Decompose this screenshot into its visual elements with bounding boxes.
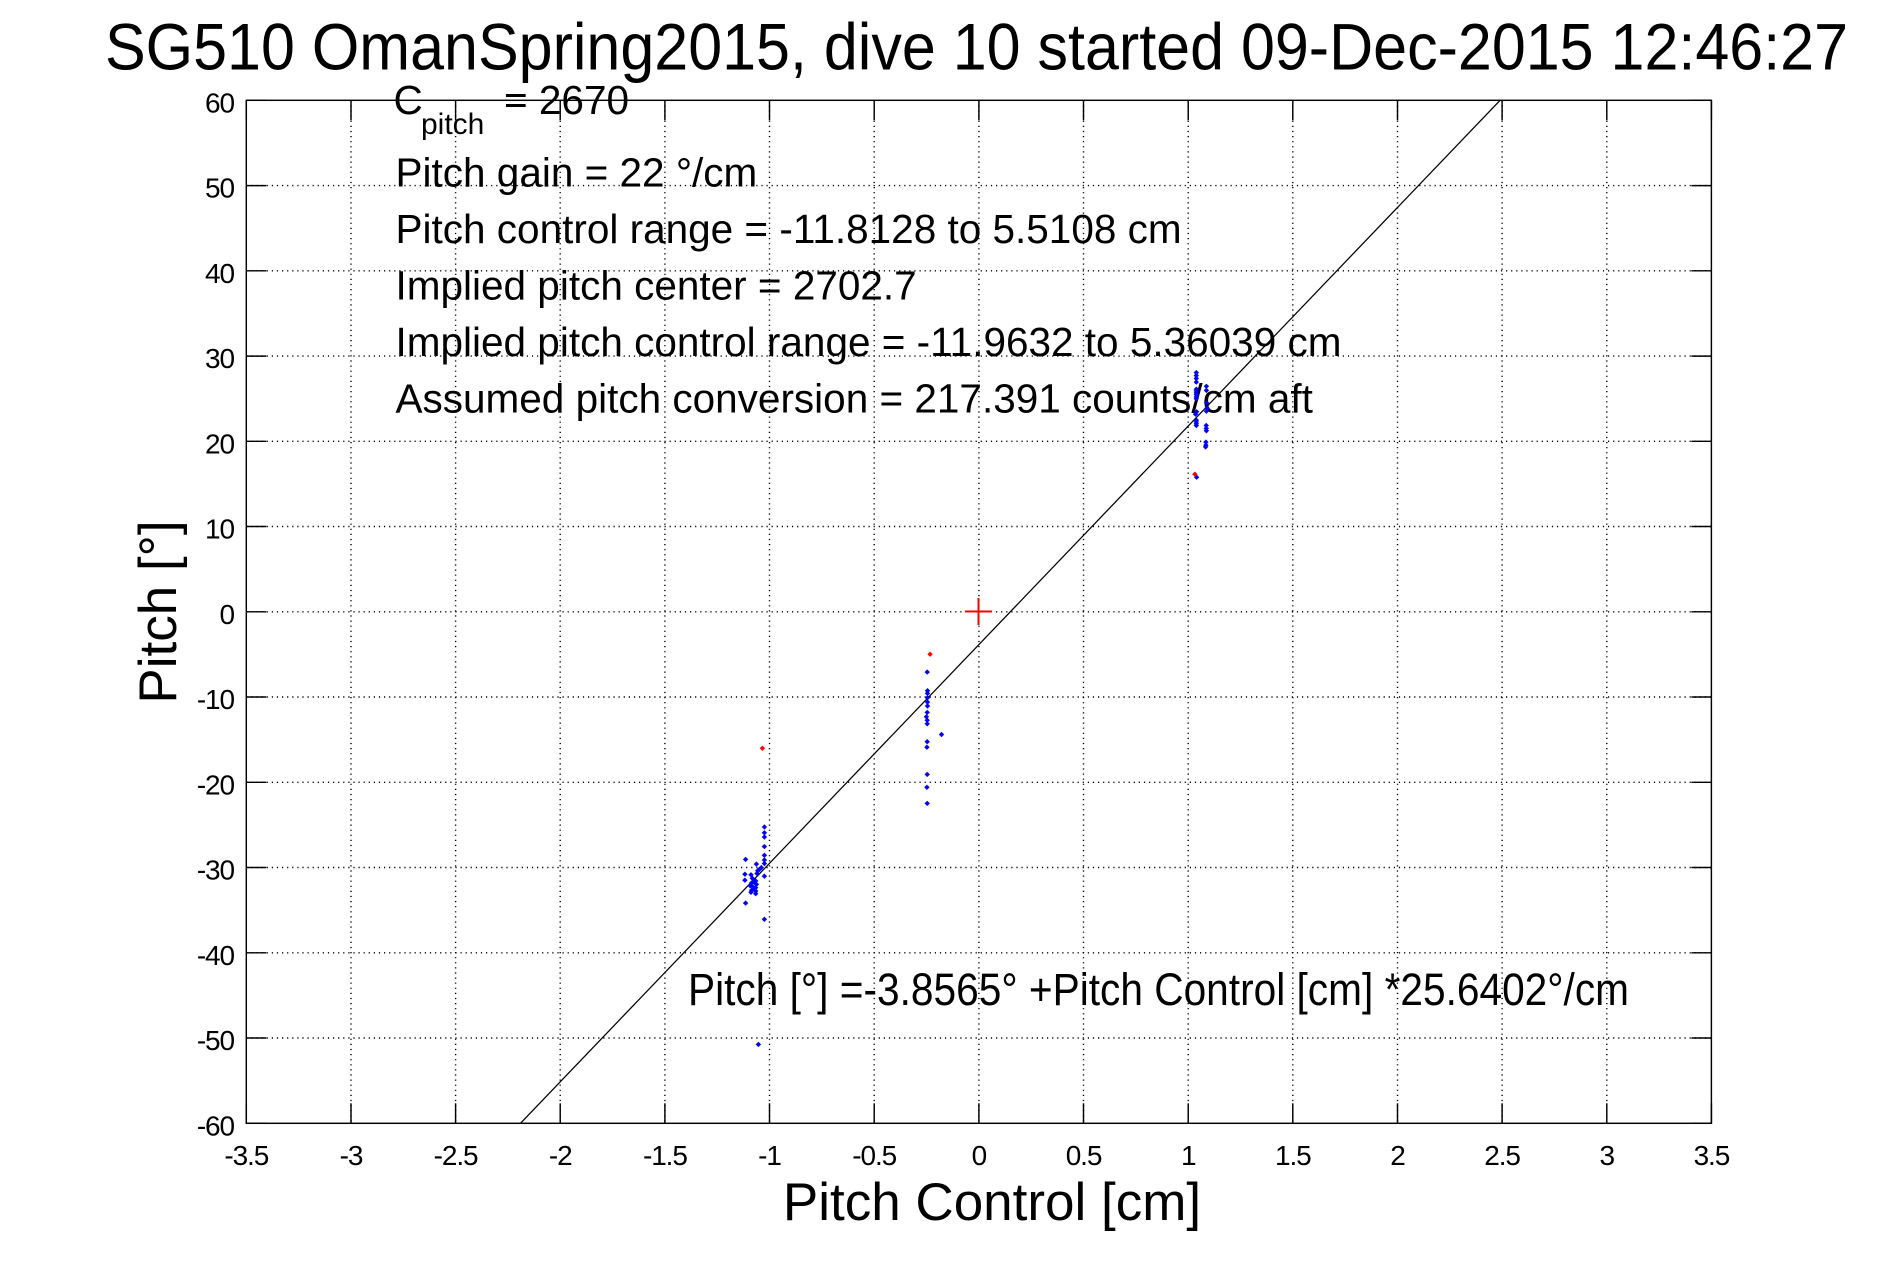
svg-text:-1: -1	[758, 1140, 781, 1171]
svg-text:-60: -60	[197, 1110, 235, 1141]
svg-text:0: 0	[972, 1140, 987, 1171]
svg-text:3.5: 3.5	[1694, 1140, 1730, 1171]
svg-text:-3: -3	[340, 1140, 363, 1171]
svg-text:0: 0	[220, 599, 235, 630]
svg-text:50: 50	[205, 173, 234, 204]
svg-text:-3.5: -3.5	[224, 1140, 268, 1171]
svg-text:Implied pitch control range =: Implied pitch control range = -11.9632 t…	[396, 319, 1342, 365]
svg-text:20: 20	[205, 428, 234, 459]
svg-text:1.5: 1.5	[1275, 1140, 1311, 1171]
svg-text:Pitch control range = -11.8128: Pitch control range = -11.8128 to 5.5108…	[396, 206, 1182, 252]
svg-text:-0.5: -0.5	[852, 1140, 896, 1171]
svg-text:-1.5: -1.5	[643, 1140, 687, 1171]
svg-text:Pitch [°]: Pitch [°]	[129, 520, 188, 703]
svg-text:1: 1	[1181, 1140, 1196, 1171]
svg-text:-2.5: -2.5	[434, 1140, 478, 1171]
svg-text:40: 40	[205, 258, 234, 289]
svg-text:0.5: 0.5	[1066, 1140, 1102, 1171]
svg-text:-30: -30	[197, 855, 235, 886]
svg-text:10: 10	[205, 514, 234, 545]
svg-text:-2: -2	[549, 1140, 572, 1171]
svg-text:-10: -10	[197, 684, 235, 715]
svg-text:Pitch Control [cm]: Pitch Control [cm]	[783, 1173, 1201, 1232]
svg-text:-40: -40	[197, 940, 235, 971]
svg-text:Pitch [°] =-3.8565° +Pitch Con: Pitch [°] =-3.8565° +Pitch Control [cm] …	[688, 964, 1629, 1015]
svg-text:30: 30	[205, 343, 234, 374]
svg-text:2.5: 2.5	[1484, 1140, 1520, 1171]
svg-text:Pitch gain = 22 °/cm: Pitch gain = 22 °/cm	[396, 150, 758, 196]
svg-text:3: 3	[1600, 1140, 1615, 1171]
svg-text:2: 2	[1390, 1140, 1405, 1171]
svg-text:Implied pitch center = 2702.7: Implied pitch center = 2702.7	[396, 263, 917, 309]
svg-text:-50: -50	[197, 1025, 235, 1056]
svg-text:Assumed pitch conversion = 217: Assumed pitch conversion = 217.391 count…	[396, 376, 1313, 422]
svg-text:60: 60	[205, 87, 234, 118]
svg-text:-20: -20	[197, 769, 235, 800]
svg-text:SG510 OmanSpring2015, dive 10: SG510 OmanSpring2015, dive 10 started 09…	[105, 11, 1848, 84]
